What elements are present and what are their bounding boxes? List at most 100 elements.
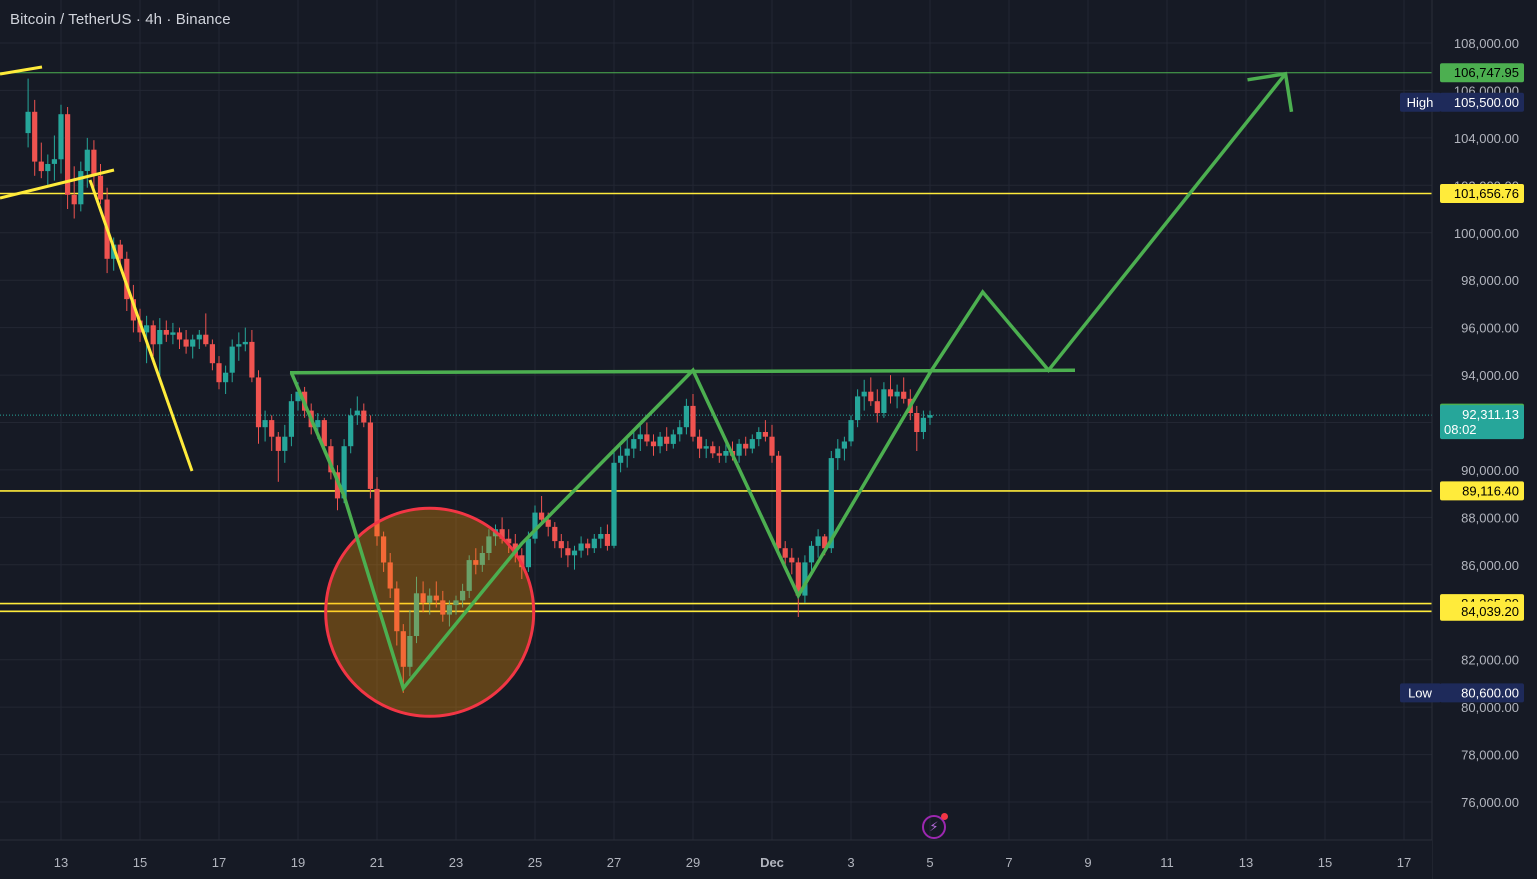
x-tick-label: 13 (54, 855, 68, 870)
alert-lightning-icon[interactable]: ⚡ (922, 813, 948, 839)
candle-body (446, 605, 452, 615)
candle-body (539, 512, 545, 520)
candle-body (815, 536, 821, 546)
candle-body (328, 446, 334, 473)
candle-body (920, 417, 926, 432)
candle-body (874, 401, 880, 414)
candle-body (236, 344, 242, 347)
candle-body (440, 600, 446, 615)
candles (25, 78, 933, 693)
symbol-title[interactable]: Bitcoin / TetherUS · 4h · Binance (10, 11, 231, 28)
candle-body (374, 488, 380, 537)
candle-body (479, 553, 485, 565)
y-tick-label: 90,000.00 (1461, 463, 1519, 478)
price-tag-label: 80,600.00 (1461, 685, 1519, 700)
candle-body (901, 391, 907, 399)
candle-body (848, 420, 854, 442)
candle-body (45, 164, 51, 172)
price-tag-bg (1440, 683, 1524, 703)
drawings (0, 65, 1294, 718)
candle-body (644, 434, 650, 442)
candle-body (697, 436, 703, 449)
y-tick-label: 100,000.00 (1454, 226, 1519, 241)
y-tick-label: 78,000.00 (1461, 748, 1519, 763)
y-tick-label: 80,000.00 (1461, 700, 1519, 715)
candle-body (749, 439, 755, 449)
candle-body (828, 458, 834, 549)
candle-body (58, 114, 64, 160)
y-tick-label: 86,000.00 (1461, 558, 1519, 573)
candle-body (275, 436, 281, 451)
candle-body (130, 299, 136, 321)
time-axis-bg (0, 840, 1432, 879)
candle-body (32, 111, 38, 162)
candle-body (683, 405, 689, 428)
candle-body (703, 446, 709, 449)
candle-body (782, 548, 788, 558)
candle-body (209, 344, 215, 364)
candle-body (334, 472, 341, 499)
x-tick-label: 17 (1397, 855, 1411, 870)
candle-body (710, 446, 716, 454)
candle-body (150, 325, 156, 345)
candle-body (894, 391, 900, 397)
candle-body (249, 341, 255, 378)
candle-body (413, 593, 420, 636)
candle-body (861, 391, 867, 397)
y-tick-label: 94,000.00 (1461, 368, 1519, 383)
candle-body (835, 448, 841, 459)
candle-body (341, 446, 347, 499)
price-axis-bg (1432, 0, 1537, 879)
grid-layer (0, 0, 1432, 840)
candle-body (499, 529, 505, 539)
candle-body (91, 149, 97, 176)
candle-body (795, 562, 801, 596)
candle-body (887, 389, 894, 397)
candle-body (677, 427, 683, 435)
candle-body (282, 436, 288, 451)
x-tick-label: 9 (1084, 855, 1091, 870)
candle-body (756, 432, 762, 440)
price-tag-label: 101,656.76 (1454, 186, 1519, 201)
price-tag-bg (1440, 92, 1524, 112)
price-tags: 106,747.95105,500.00High101,656.7692,398… (1400, 63, 1524, 703)
price-tag-label: 106,747.95 (1454, 65, 1519, 80)
candle-body (38, 161, 44, 172)
candle-body (743, 443, 749, 449)
y-tick-label: 104,000.00 (1454, 131, 1519, 146)
price-tag-bg (1440, 601, 1524, 621)
candle-body (84, 149, 90, 171)
x-tick-label: 15 (133, 855, 147, 870)
candle-body (196, 334, 202, 340)
x-tick-label: 27 (607, 855, 621, 870)
candle-body (321, 420, 327, 447)
candle-body (552, 526, 558, 542)
candle-body (394, 588, 400, 632)
candle-body (486, 536, 492, 553)
candle-body (367, 422, 373, 489)
candle-body (170, 332, 176, 335)
price-tag-prefix-bg (1400, 683, 1441, 703)
price-tag-prefix: High (1407, 95, 1434, 110)
candle-body (591, 538, 597, 549)
candle-body (453, 600, 459, 606)
candle-body (269, 420, 275, 437)
x-tick-label: 19 (291, 855, 305, 870)
candle-body (881, 389, 887, 413)
candle-body (466, 560, 472, 591)
price-tag-bg (1440, 405, 1524, 440)
candle-body (776, 455, 782, 549)
candle-body (585, 543, 591, 549)
x-tick-label: 13 (1239, 855, 1253, 870)
candle-body (565, 548, 571, 556)
candle-body (163, 330, 169, 335)
candle-body (460, 590, 466, 601)
y-tick-label: 108,000.00 (1454, 36, 1519, 51)
candle-body (427, 595, 433, 603)
y-tick-label: 98,000.00 (1461, 273, 1519, 288)
x-tick-label: 17 (212, 855, 226, 870)
price-tag-label: 89,116.40 (1462, 483, 1519, 498)
candle-body (381, 536, 387, 563)
